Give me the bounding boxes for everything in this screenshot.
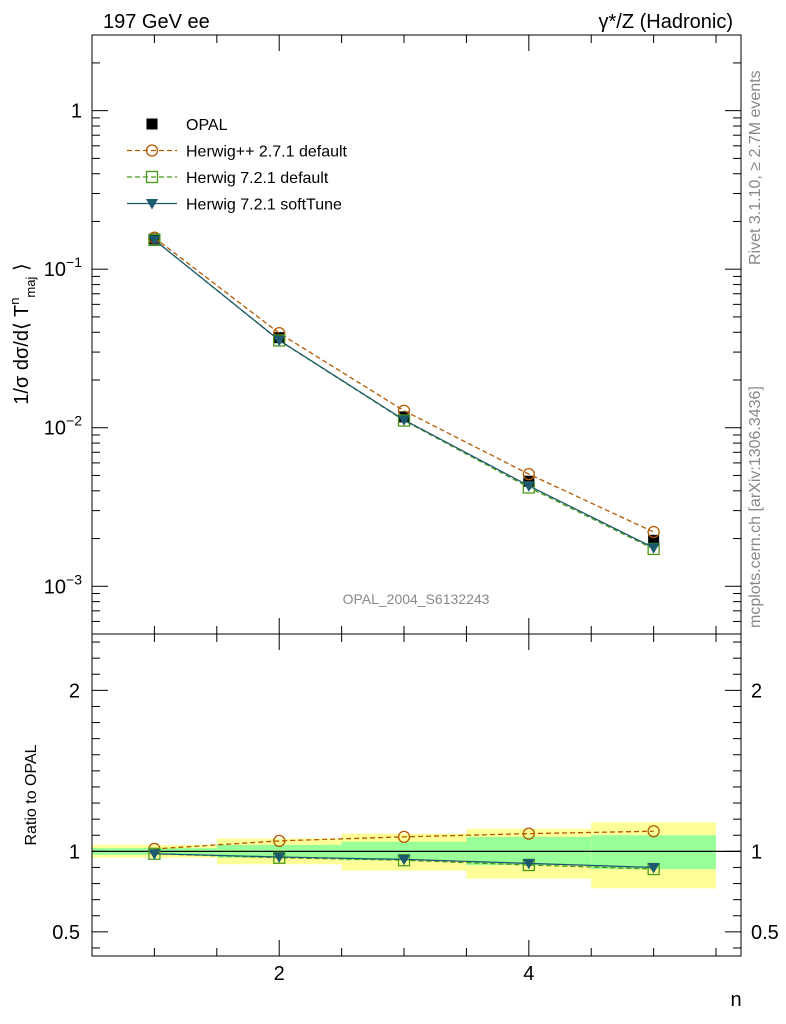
main-series-2 <box>148 233 660 556</box>
main-point-3-2 <box>398 415 411 426</box>
main-y-axis-label: 1/σ dσ/d⟨ Tnmaj ⟩ <box>7 263 38 405</box>
legend-marker-1 <box>145 144 159 157</box>
ratio-point-0-1 <box>273 834 286 848</box>
legend-marker-0 <box>146 118 158 130</box>
x-axis-label: n <box>730 989 741 1011</box>
analysis-watermark: OPAL_2004_S6132243 <box>343 591 490 607</box>
main-point-3-1 <box>273 335 286 347</box>
main-y-tick-label-0: 1 <box>71 101 82 123</box>
mcplots-label: mcplots.cern.ch [arXiv:1306.3436] <box>747 386 764 628</box>
main-series-line-3 <box>153 239 654 549</box>
ratio-series-line-0 <box>154 830 654 850</box>
ratio-point-2-3 <box>522 858 535 870</box>
main-series-3 <box>148 235 660 554</box>
main-y-tick-label-1: 10−1 <box>44 254 82 281</box>
ratio-point-2-4 <box>647 862 660 874</box>
legend-marker-2 <box>145 170 159 184</box>
ratio-point-0-3 <box>522 827 535 840</box>
ratio-axis-ticks <box>92 634 741 956</box>
legend-entry-2: Herwig 7.2.1 default <box>127 170 329 187</box>
legend-label-1: Herwig++ 2.7.1 default <box>186 144 348 161</box>
main-y-tick-labels: 1 10−1 10−2 10−3 <box>44 101 82 599</box>
legend-label-0: OPAL <box>186 117 228 134</box>
main-series-line-1 <box>154 237 654 533</box>
legend-label-3: Herwig 7.2.1 softTune <box>186 197 342 214</box>
main-series-1 <box>148 231 660 539</box>
main-series-layer <box>148 231 660 556</box>
ratio-y-tick-label-left-0: 0.5 <box>52 922 80 944</box>
legend-marker-3 <box>146 199 158 210</box>
ratio-y-tick-label-left-1: 1 <box>69 841 80 863</box>
ratio-y-tick-label-right-2: 2 <box>751 680 762 702</box>
legend-entry-1: Herwig++ 2.7.1 default <box>127 144 348 161</box>
ratio-series-2 <box>148 849 660 874</box>
legend: OPAL Herwig++ 2.7.1 default Herwig 7.2.1 d… <box>127 117 348 214</box>
main-panel: 1 10−1 10−2 10−3 1/σ dσ/d⟨ Tnmaj ⟩ OPAL_200… <box>7 34 742 635</box>
x-tick-label-1: 4 <box>523 963 534 985</box>
header-process-label: γ*/Z (Hadronic) <box>599 11 733 33</box>
header-energy-label: 197 GeV ee <box>103 11 210 33</box>
legend-entry-3: Herwig 7.2.1 softTune <box>127 197 342 214</box>
main-y-tick-label-3: 10−3 <box>44 571 82 598</box>
main-point-2-2 <box>397 414 411 427</box>
main-point-3-0 <box>148 235 161 246</box>
x-tick-label-0: 2 <box>274 963 285 985</box>
main-series-line-2 <box>153 239 654 550</box>
ratio-y-tick-labels: 0.5 0.5 1 1 2 2 <box>52 680 779 944</box>
main-point-3-3 <box>522 481 535 492</box>
ratio-point-2-0 <box>148 849 161 860</box>
ratio-y-tick-label-right-0: 0.5 <box>751 922 779 944</box>
main-y-tick-label-2: 10−2 <box>44 413 82 440</box>
ratio-point-0-4 <box>647 825 660 838</box>
ratio-point-1-1 <box>273 851 286 864</box>
ratio-point-2-2 <box>398 854 411 866</box>
main-point-0-3 <box>523 475 535 487</box>
ratio-y-axis-label: Ratio to OPAL <box>23 744 40 845</box>
main-point-1-4 <box>647 525 660 539</box>
ratio-point-0-2 <box>397 830 411 844</box>
rivet-version-label: Rivet 3.1.10, ≥ 2.7M events <box>747 70 764 265</box>
main-point-1-3 <box>522 467 535 481</box>
main-axis-ticks <box>92 34 741 635</box>
main-point-0-4 <box>648 534 660 546</box>
ratio-plot-frame <box>91 633 742 957</box>
ratio-y-tick-label-left-2: 2 <box>69 680 80 702</box>
ratio-series-layer <box>148 825 660 876</box>
legend-label-2: Herwig 7.2.1 default <box>186 170 329 187</box>
main-point-3-4 <box>647 543 660 554</box>
ratio-y-tick-label-right-1: 1 <box>751 841 762 863</box>
ratio-point-2-1 <box>273 852 286 863</box>
main-series-0 <box>148 233 660 546</box>
legend-entry-0: OPAL <box>146 117 228 134</box>
